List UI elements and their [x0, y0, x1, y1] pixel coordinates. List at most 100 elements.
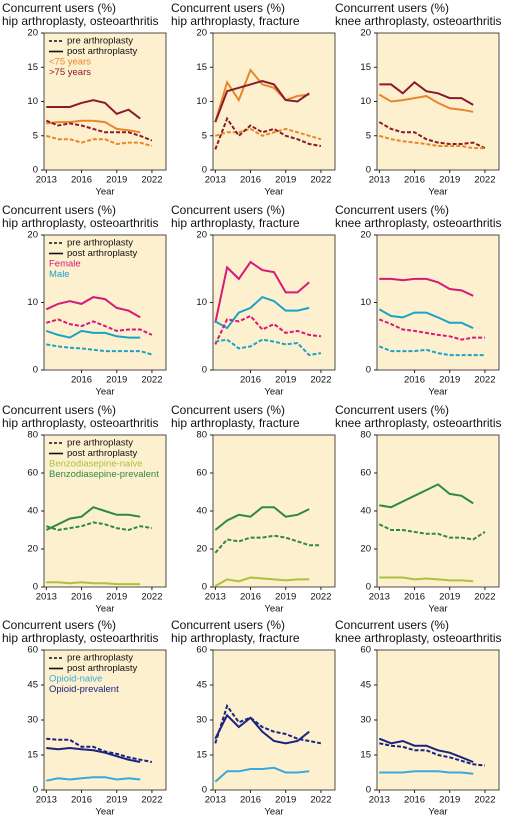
series-line [45, 296, 141, 319]
y-tick-label: 10 [27, 297, 38, 308]
legend-label: pre arthroplasty [67, 653, 133, 664]
series-line [215, 127, 322, 141]
x-tick-label: 2013 [205, 175, 226, 186]
chart-subtitle: knee arthroplasty, osteoarthritis [335, 14, 502, 28]
series-line [46, 581, 141, 586]
y-tick-label: 20 [196, 28, 207, 39]
chart-title: Concurrent users (%) [335, 403, 449, 417]
x-axis-label: Year [264, 187, 283, 198]
series-line [214, 68, 310, 123]
series-line [379, 134, 485, 150]
series-line [379, 770, 474, 775]
series-line [214, 116, 322, 150]
chart-subtitle: knee arthroplasty, osteoarthritis [335, 216, 502, 230]
plot-area [376, 649, 500, 791]
x-tick-label: 2022 [310, 592, 331, 603]
x-tick-label: 2019 [439, 592, 460, 603]
x-tick-label: 2013 [36, 795, 57, 806]
x-axis-label: Year [264, 604, 283, 615]
series-line [214, 260, 310, 324]
series-line [378, 308, 474, 330]
chart-title: Concurrent users (%) [171, 403, 285, 417]
x-tick-label: 2013 [205, 592, 226, 603]
x-tick-label: 2019 [106, 175, 127, 186]
chart-title: Concurrent users (%) [2, 203, 116, 217]
x-tick-label: 2013 [36, 175, 57, 186]
chart-title: Concurrent users (%) [335, 203, 449, 217]
x-tick-label: 2022 [141, 175, 162, 186]
y-tick-label: 45 [27, 680, 38, 691]
chart-subtitle: hip arthroplasty, osteoarthritis [2, 631, 159, 645]
y-tick-label: 20 [27, 544, 38, 555]
y-tick-label: 0 [202, 365, 207, 376]
x-tick-label: 2016 [71, 375, 92, 386]
series-line [214, 506, 310, 531]
legend-group: Opioid-prevalent [49, 684, 119, 695]
chart-subtitle: hip arthroplasty, fracture [171, 631, 300, 645]
series-line [379, 80, 474, 106]
y-tick-label: 30 [27, 715, 38, 726]
chart-subtitle: knee arthroplasty, osteoarthritis [335, 416, 502, 430]
plot-area [212, 434, 336, 588]
series-line [379, 742, 486, 767]
y-tick-label: 45 [196, 680, 207, 691]
x-tick-label: 2022 [474, 592, 495, 603]
x-tick-label: 2013 [369, 175, 390, 186]
series-line [46, 737, 153, 763]
x-tick-label: 2019 [439, 375, 460, 386]
x-tick-label: 2022 [310, 175, 331, 186]
x-tick-label: 2016 [71, 795, 92, 806]
x-tick-label: 2019 [275, 375, 296, 386]
series-line [378, 737, 474, 763]
y-tick-label: 15 [27, 62, 38, 73]
y-tick-label: 20 [196, 544, 207, 555]
legend-group: Male [49, 269, 70, 280]
x-tick-label: 2019 [439, 175, 460, 186]
y-tick-label: 0 [33, 785, 38, 796]
x-tick-label: 2016 [240, 175, 261, 186]
chart-title: Concurrent users (%) [335, 618, 449, 632]
plot-area [212, 32, 336, 171]
y-tick-label: 30 [196, 715, 207, 726]
series-line [378, 345, 485, 357]
series-line [46, 746, 141, 763]
x-tick-label: 2016 [240, 592, 261, 603]
series-line [214, 766, 310, 783]
y-tick-label: 0 [202, 785, 207, 796]
series-line [46, 318, 153, 336]
x-tick-label: 2013 [205, 795, 226, 806]
legend-label: pre arthroplasty [67, 36, 133, 47]
x-tick-label: 2016 [404, 795, 425, 806]
y-tick-label: 30 [360, 715, 371, 726]
y-tick-label: 20 [196, 230, 207, 241]
y-tick-label: 0 [366, 785, 371, 796]
chart-subtitle: hip arthroplasty, osteoarthritis [2, 216, 159, 230]
chart-title: Concurrent users (%) [2, 403, 116, 417]
y-tick-label: 40 [196, 506, 207, 517]
x-axis-label: Year [95, 387, 114, 398]
y-tick-label: 0 [33, 165, 38, 176]
y-tick-label: 0 [202, 582, 207, 593]
chart-subtitle: hip arthroplasty, fracture [171, 216, 300, 230]
series-line [379, 483, 474, 509]
y-tick-label: 20 [360, 28, 371, 39]
chart-subtitle: hip arthroplasty, fracture [171, 14, 300, 28]
y-tick-label: 20 [27, 230, 38, 241]
plot-area [43, 649, 167, 791]
series-line [214, 295, 310, 330]
plot-area [376, 234, 500, 371]
legend-group: Opioid-naive [49, 674, 102, 685]
series-line [214, 703, 322, 745]
x-axis-label: Year [428, 604, 447, 615]
legend-label: post arthroplasty [67, 663, 137, 674]
y-tick-label: 80 [360, 430, 371, 441]
legend-label: pre arthroplasty [67, 438, 133, 449]
y-tick-label: 20 [27, 28, 38, 39]
chart-title: Concurrent users (%) [171, 203, 285, 217]
y-tick-label: 5 [202, 130, 207, 141]
y-tick-label: 15 [196, 62, 207, 73]
y-tick-label: 10 [27, 96, 38, 107]
x-axis-label: Year [428, 387, 447, 398]
y-tick-label: 15 [360, 750, 371, 761]
